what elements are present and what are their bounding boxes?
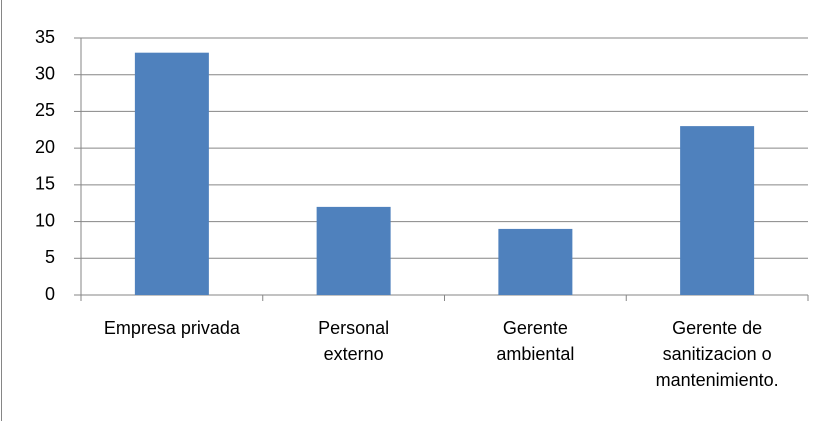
bar [680, 126, 755, 295]
bar [134, 52, 209, 295]
x-tick-label: Gerente ambiental [496, 318, 575, 364]
y-tick-label: 25 [35, 100, 55, 120]
y-tick-label: 0 [45, 284, 55, 304]
y-tick-label: 5 [45, 247, 55, 267]
bar [498, 228, 573, 295]
y-tick-label: 20 [35, 137, 55, 157]
bar [316, 206, 391, 295]
y-tick-label: 15 [35, 174, 55, 194]
x-tick-label: Personal externo [318, 318, 390, 364]
x-tick-label: Empresa privada [103, 318, 240, 338]
y-tick-label: 10 [35, 210, 55, 230]
y-tick-label: 30 [35, 63, 55, 83]
y-tick-label: 35 [35, 27, 55, 47]
x-tick-label: Gerente de sanitizacion o mantenimiento. [655, 318, 779, 390]
